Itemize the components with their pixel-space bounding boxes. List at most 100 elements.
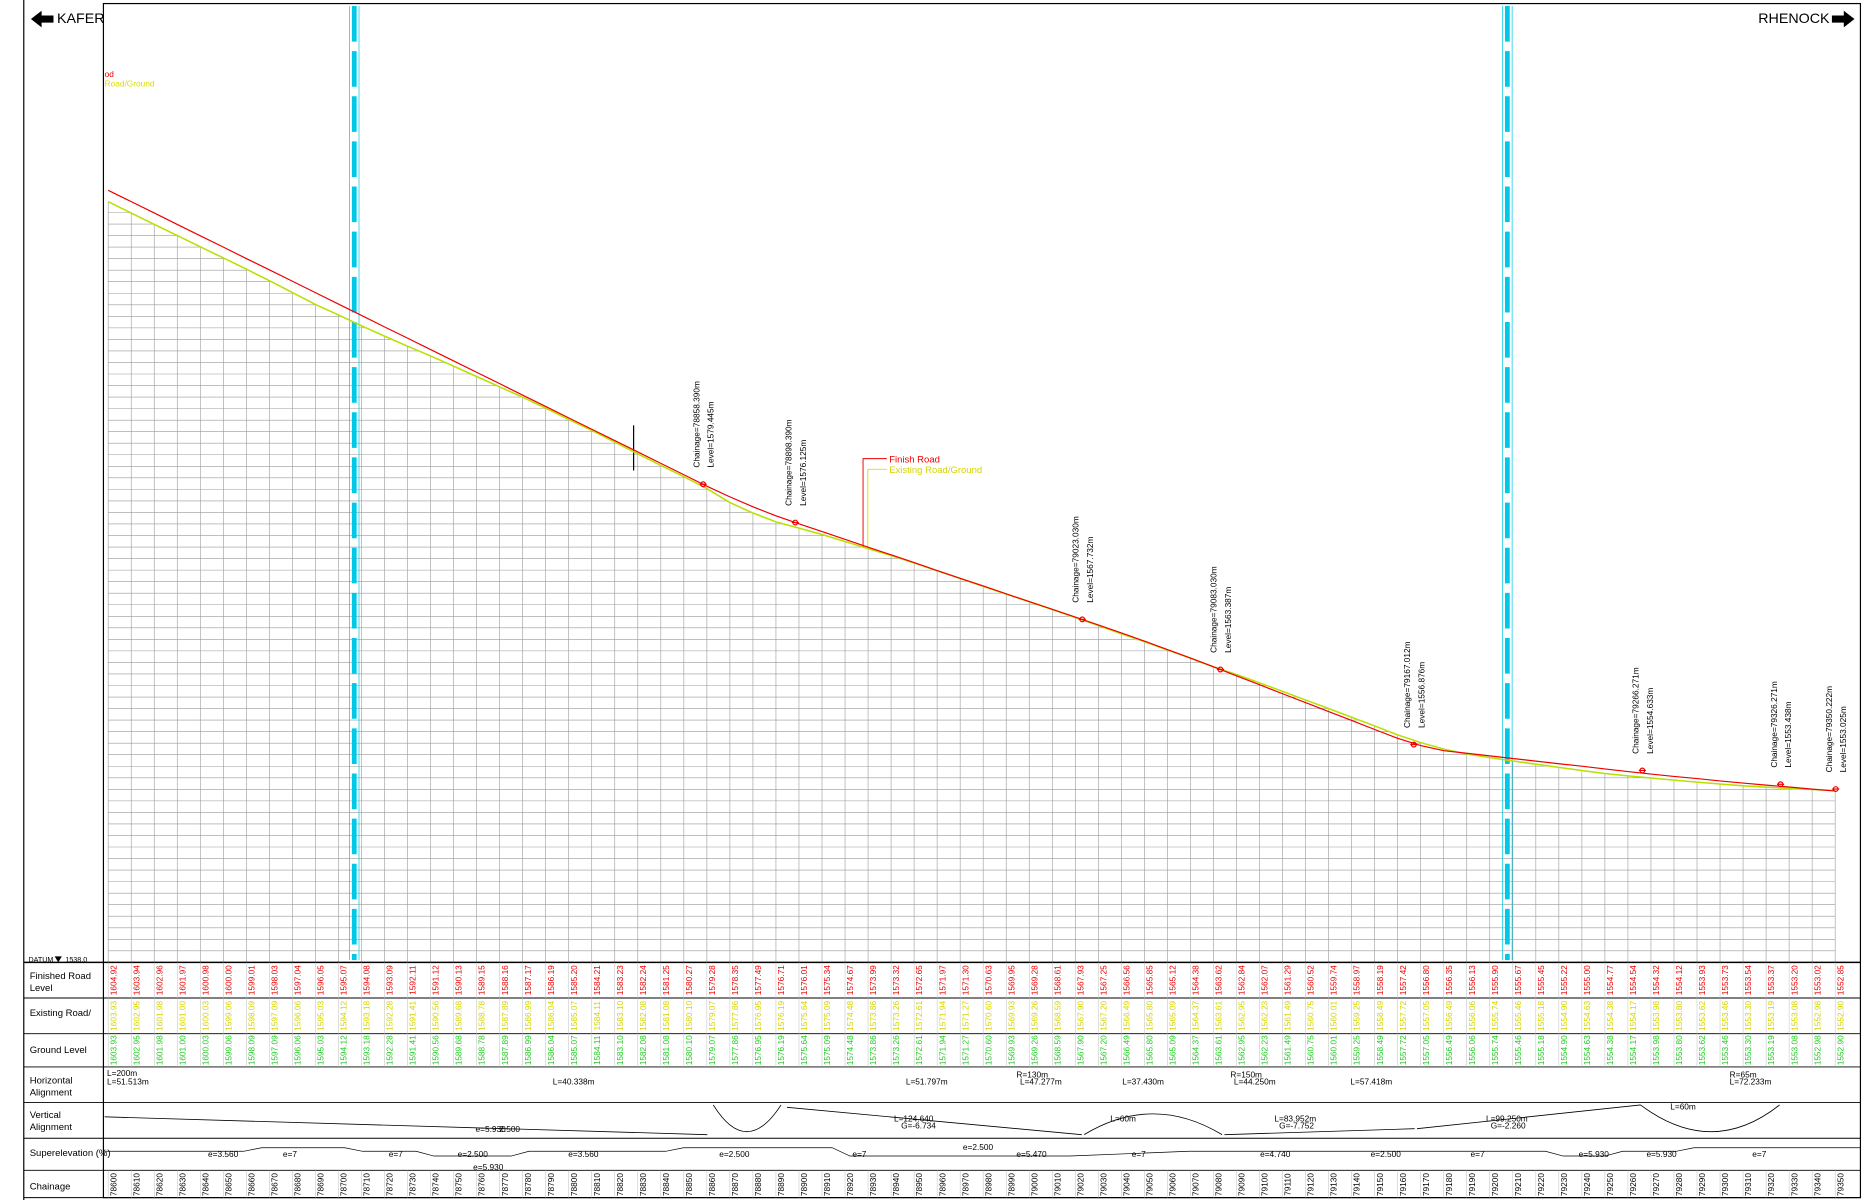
ground-level: 1598.09 bbox=[246, 1035, 256, 1065]
finished-level: 1555.22 bbox=[1559, 965, 1569, 995]
vertical-alignment: L=124.640 bbox=[894, 1113, 934, 1123]
ground-level: 1571.27 bbox=[960, 1035, 970, 1065]
existing-level: 1553.80 bbox=[1674, 1000, 1684, 1030]
chainage: 79150 bbox=[1375, 1173, 1385, 1196]
existing-level: 1603.93 bbox=[108, 1000, 118, 1030]
existing-level: 1572.61 bbox=[914, 1000, 924, 1030]
vertical-alignment: e=5.930 bbox=[476, 1124, 507, 1134]
finished-level: 1601.97 bbox=[177, 965, 187, 995]
existing-level: 1554.38 bbox=[1605, 1000, 1615, 1030]
ground-level: 1584.11 bbox=[592, 1035, 602, 1065]
existing-level: 1600.03 bbox=[200, 1000, 210, 1030]
finished-level: 1592.11 bbox=[408, 965, 418, 995]
finished-level: 1559.74 bbox=[1329, 965, 1339, 995]
ground-level: 1586.99 bbox=[523, 1035, 533, 1065]
chainage: 78800 bbox=[569, 1173, 579, 1196]
existing-level: 1589.68 bbox=[454, 1000, 464, 1030]
vertical-alignment: G=-7.752 bbox=[1279, 1121, 1314, 1131]
finished-level: 1595.07 bbox=[339, 965, 349, 995]
finished-level: 1589.15 bbox=[477, 965, 487, 995]
finished-level: 1587.17 bbox=[523, 965, 533, 995]
superelevation: e=5.930 bbox=[1579, 1149, 1610, 1159]
finished-level: 1553.93 bbox=[1697, 965, 1707, 995]
ground-level: 1603.93 bbox=[108, 1035, 118, 1065]
superelevation: e=3.560 bbox=[208, 1149, 239, 1159]
chainage: 78630 bbox=[177, 1173, 187, 1196]
finished-level: 1585.20 bbox=[569, 965, 579, 995]
match-line bbox=[349, 5, 1513, 960]
existing-level: 1562.23 bbox=[1260, 1000, 1270, 1030]
ground-level: 1593.18 bbox=[362, 1035, 372, 1065]
ground-level: 1565.09 bbox=[1168, 1035, 1178, 1065]
finished-level: 1553.02 bbox=[1812, 965, 1822, 995]
finished-level: 1558.97 bbox=[1352, 965, 1362, 995]
finished-level: 1553.37 bbox=[1766, 965, 1776, 995]
right-direction: RHENOCK bbox=[1758, 11, 1830, 27]
chainage: 78600 bbox=[108, 1173, 118, 1196]
finished-level: 1586.19 bbox=[546, 965, 556, 995]
existing-level: 1573.86 bbox=[868, 1000, 878, 1030]
finished-level: 1567.93 bbox=[1075, 965, 1085, 995]
chainage: 78670 bbox=[269, 1173, 279, 1196]
ground-level: 1569.93 bbox=[1006, 1035, 1016, 1065]
existing-level: 1571.27 bbox=[960, 1000, 970, 1030]
existing-level: 1595.03 bbox=[316, 1000, 326, 1030]
legend-leader bbox=[867, 468, 887, 547]
chainage: 79220 bbox=[1536, 1173, 1546, 1196]
chainage: 79100 bbox=[1260, 1173, 1270, 1196]
chainage: 78710 bbox=[362, 1173, 372, 1196]
chainage: 78700 bbox=[339, 1173, 349, 1196]
chainage: 78940 bbox=[891, 1173, 901, 1196]
existing-level: 1576.95 bbox=[753, 1000, 763, 1030]
ground-level: 1563.61 bbox=[1214, 1035, 1224, 1065]
legend-leader bbox=[862, 458, 887, 547]
existing-level: 1554.17 bbox=[1628, 1000, 1638, 1030]
legend-existing: Existing Road/Ground bbox=[889, 465, 982, 476]
existing-level: 1567.90 bbox=[1075, 1000, 1085, 1030]
corner-legend: Road/Ground bbox=[105, 79, 155, 89]
finished-level: 1562.84 bbox=[1237, 965, 1247, 995]
finished-level: 1564.38 bbox=[1191, 965, 1201, 995]
chainage: 79240 bbox=[1582, 1173, 1592, 1196]
callout-level: Level=1567.732m bbox=[1085, 536, 1095, 602]
existing-level: 1588.78 bbox=[477, 1000, 487, 1030]
vertical-alignment: G=-6.734 bbox=[901, 1121, 936, 1131]
chainage: 79130 bbox=[1329, 1173, 1339, 1196]
ground-level: 1602.95 bbox=[131, 1035, 141, 1065]
ground-level: 1591.41 bbox=[408, 1035, 418, 1065]
horizontal-alignment: L=37.430m bbox=[1122, 1077, 1164, 1087]
ground-level: 1590.56 bbox=[431, 1035, 441, 1065]
existing-level: 1590.56 bbox=[431, 1000, 441, 1030]
finished-level: 1566.56 bbox=[1121, 965, 1131, 995]
existing-level: 1583.10 bbox=[615, 1000, 625, 1030]
band-label: Alignment bbox=[30, 1088, 73, 1099]
existing-level: 1565.09 bbox=[1168, 1000, 1178, 1030]
superelevation: e=5.930 bbox=[473, 1162, 504, 1172]
chainage: 78990 bbox=[1006, 1173, 1016, 1196]
ground-level: 1562.23 bbox=[1260, 1035, 1270, 1065]
chainage: 78650 bbox=[223, 1173, 233, 1196]
finished-level: 1579.28 bbox=[707, 965, 717, 995]
ground-level: 1561.49 bbox=[1283, 1035, 1293, 1065]
finished-level: 1556.13 bbox=[1467, 965, 1477, 995]
finished-level: 1560.52 bbox=[1306, 965, 1316, 995]
ground-level: 1570.60 bbox=[983, 1035, 993, 1065]
horizontal-alignment: R=150m bbox=[1230, 1069, 1262, 1079]
superelevation: e=3.560 bbox=[568, 1149, 599, 1159]
chainage: 79260 bbox=[1628, 1173, 1638, 1196]
finished-level: 1556.80 bbox=[1421, 965, 1431, 995]
finished-level: 1557.42 bbox=[1398, 965, 1408, 995]
finished-level: 1600.98 bbox=[200, 965, 210, 995]
chainage: 78770 bbox=[500, 1173, 510, 1196]
ground-level: 1581.08 bbox=[661, 1035, 671, 1065]
chainage: 79110 bbox=[1283, 1173, 1293, 1196]
existing-level: 1584.11 bbox=[592, 1001, 602, 1031]
horizontal-alignment: L=51.513m bbox=[107, 1077, 149, 1087]
existing-level: 1555.46 bbox=[1513, 1000, 1523, 1030]
ground-level: 1562.95 bbox=[1237, 1035, 1247, 1065]
existing-level: 1562.95 bbox=[1237, 1000, 1247, 1030]
callout-chainage: Chainage=78858.390m bbox=[691, 381, 701, 468]
ground-level: 1560.01 bbox=[1329, 1035, 1339, 1065]
